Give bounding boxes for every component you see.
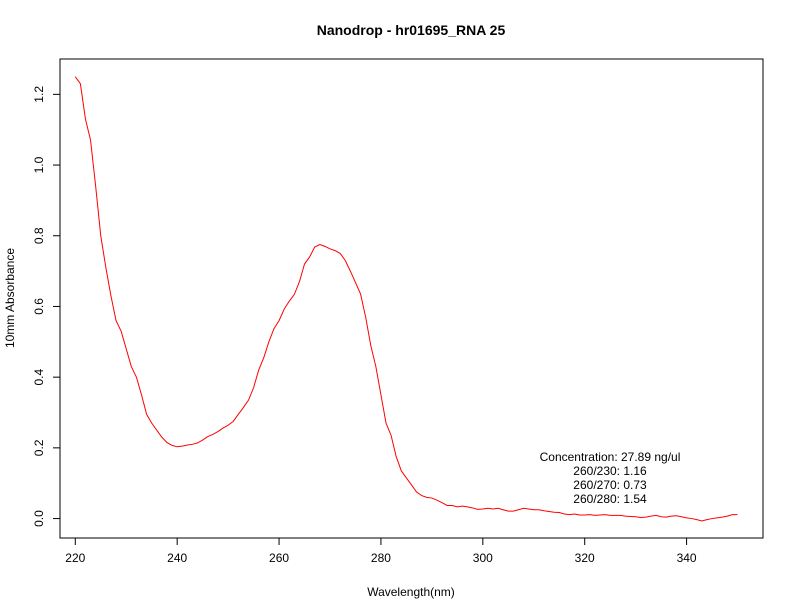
y-tick-label: 0.8 [32,227,46,244]
x-axis: 220 240 260 280 300 320 340 [65,538,697,565]
y-tick-label: 0.0 [32,510,46,527]
absorbance-series-line [74,76,738,522]
x-tick-label: 300 [473,551,493,565]
y-tick-label: 1.2 [32,86,46,103]
annotation-line: 260/280: 1.54 [573,492,647,506]
x-tick-label: 260 [269,551,289,565]
y-axis: 0.0 0.2 0.4 0.6 0.8 1.0 1.2 [32,86,60,527]
y-tick-label: 1.0 [32,156,46,173]
x-tick-label: 320 [575,551,595,565]
x-tick-label: 220 [65,551,85,565]
x-tick-label: 240 [167,551,187,565]
annotation-line: 260/230: 1.16 [573,464,647,478]
y-tick-label: 0.6 [32,298,46,315]
plot-frame [59,58,764,539]
chart-title: Nanodrop - hr01695_RNA 25 [317,22,506,38]
x-tick-label: 340 [677,551,697,565]
y-axis-label: 10mm Absorbance [3,248,17,348]
y-tick-label: 0.4 [32,368,46,385]
x-tick-label: 280 [371,551,391,565]
annotation-line: Concentration: 27.89 ng/ul [540,450,681,464]
annotation-line: 260/270: 0.73 [573,478,647,492]
x-axis-label: Wavelength(nm) [367,585,455,599]
y-tick-label: 0.2 [32,439,46,456]
